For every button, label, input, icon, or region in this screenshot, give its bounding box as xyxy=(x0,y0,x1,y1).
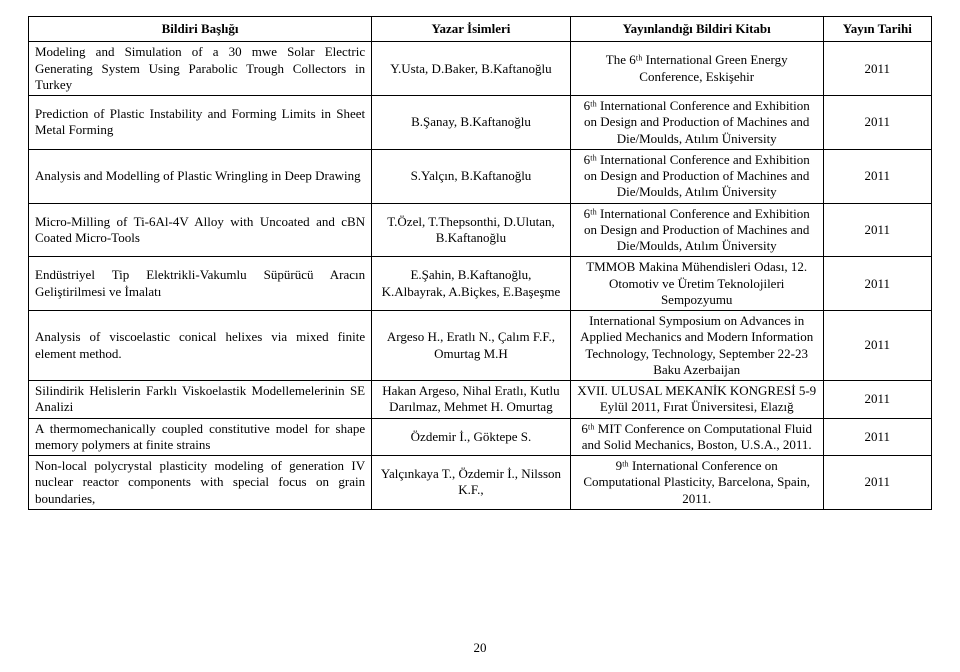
cell-author: Yalçınkaya T., Özdemir İ., Nilsson K.F., xyxy=(372,456,571,510)
cell-year: 2011 xyxy=(823,456,931,510)
cell-title: Micro-Milling of Ti-6Al-4V Alloy with Un… xyxy=(29,203,372,257)
cell-year: 2011 xyxy=(823,203,931,257)
cell-author: Hakan Argeso, Nihal Eratlı, Kutlu Darılm… xyxy=(372,381,571,419)
col-header-pub: Yayınlandığı Bildiri Kitabı xyxy=(570,17,823,42)
cell-author: T.Özel, T.Thepsonthi, D.Ulutan, B.Kaftan… xyxy=(372,203,571,257)
cell-year: 2011 xyxy=(823,96,931,150)
cell-pub: 6ᵗʰ International Conference and Exhibit… xyxy=(570,203,823,257)
cell-pub: 9ᵗʰ International Conference on Computat… xyxy=(570,456,823,510)
table-row: Modeling and Simulation of a 30 mwe Sola… xyxy=(29,42,932,96)
cell-pub: XVII. ULUSAL MEKANİK KONGRESİ 5-9 Eylül … xyxy=(570,381,823,419)
publications-table: Bildiri Başlığı Yazar İsimleri Yayınland… xyxy=(28,16,932,510)
cell-year: 2011 xyxy=(823,149,931,203)
cell-title: Modeling and Simulation of a 30 mwe Sola… xyxy=(29,42,372,96)
table-row: Endüstriyel Tip Elektrikli-Vakumlu Süpür… xyxy=(29,257,932,311)
cell-year: 2011 xyxy=(823,418,931,456)
cell-title: Prediction of Plastic Instability and Fo… xyxy=(29,96,372,150)
table-row: Non-local polycrystal plasticity modelin… xyxy=(29,456,932,510)
cell-title: Non-local polycrystal plasticity modelin… xyxy=(29,456,372,510)
table-row: Analysis of viscoelastic conical helixes… xyxy=(29,311,932,381)
cell-author: Argeso H., Eratlı N., Çalım F.F., Omurta… xyxy=(372,311,571,381)
cell-pub: TMMOB Makina Mühendisleri Odası, 12. Oto… xyxy=(570,257,823,311)
cell-year: 2011 xyxy=(823,381,931,419)
table-row: Analysis and Modelling of Plastic Wringl… xyxy=(29,149,932,203)
cell-author: B.Şanay, B.Kaftanoğlu xyxy=(372,96,571,150)
table-header-row: Bildiri Başlığı Yazar İsimleri Yayınland… xyxy=(29,17,932,42)
cell-pub: 6ᵗʰ International Conference and Exhibit… xyxy=(570,149,823,203)
col-header-year: Yayın Tarihi xyxy=(823,17,931,42)
table-row: Silindirik Helislerin Farklı Viskoelasti… xyxy=(29,381,932,419)
cell-pub: International Symposium on Advances in A… xyxy=(570,311,823,381)
table-row: A thermomechanically coupled constitutiv… xyxy=(29,418,932,456)
cell-author: Özdemir İ., Göktepe S. xyxy=(372,418,571,456)
cell-title: Analysis of viscoelastic conical helixes… xyxy=(29,311,372,381)
col-header-author: Yazar İsimleri xyxy=(372,17,571,42)
cell-year: 2011 xyxy=(823,257,931,311)
cell-author: S.Yalçın, B.Kaftanoğlu xyxy=(372,149,571,203)
cell-pub: The 6ᵗʰ International Green Energy Confe… xyxy=(570,42,823,96)
cell-title: A thermomechanically coupled constitutiv… xyxy=(29,418,372,456)
cell-title: Endüstriyel Tip Elektrikli-Vakumlu Süpür… xyxy=(29,257,372,311)
cell-author: Y.Usta, D.Baker, B.Kaftanoğlu xyxy=(372,42,571,96)
cell-title: Analysis and Modelling of Plastic Wringl… xyxy=(29,149,372,203)
col-header-title: Bildiri Başlığı xyxy=(29,17,372,42)
page-number: 20 xyxy=(28,632,932,656)
cell-year: 2011 xyxy=(823,42,931,96)
cell-title: Silindirik Helislerin Farklı Viskoelasti… xyxy=(29,381,372,419)
table-row: Prediction of Plastic Instability and Fo… xyxy=(29,96,932,150)
cell-pub: 6ᵗʰ MIT Conference on Computational Flui… xyxy=(570,418,823,456)
cell-year: 2011 xyxy=(823,311,931,381)
cell-pub: 6ᵗʰ International Conference and Exhibit… xyxy=(570,96,823,150)
table-row: Micro-Milling of Ti-6Al-4V Alloy with Un… xyxy=(29,203,932,257)
cell-author: E.Şahin, B.Kaftanoğlu, K.Albayrak, A.Biç… xyxy=(372,257,571,311)
